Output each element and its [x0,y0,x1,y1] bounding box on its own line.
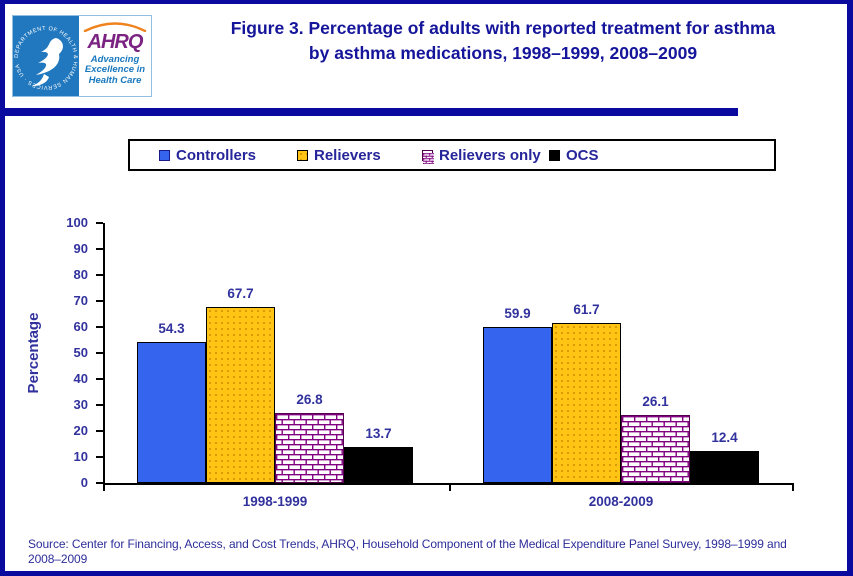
x-category-label-2008-2009: 2008-2009 [588,494,654,509]
legend-label-relievers: Relievers [314,146,381,164]
y-tick-label-90: 90 [73,241,88,256]
y-tick-label-40: 40 [73,371,88,386]
y-tick-label-20: 20 [73,423,88,438]
y-tick-label-30: 30 [73,397,88,412]
bar-controllers-2008-2009 [483,327,552,483]
bar-relievers-1998-1999 [206,306,275,483]
y-tick-label-70: 70 [73,293,88,308]
bar-chart: Percentage 0 10 20 30 40 50 60 70 80 90 100 54.3 67.… [5,4,847,571]
figure-title-line1: Figure 3. Percentage of adults with repo… [230,18,776,38]
value-label-ocs-2008-2009: 12.4 [711,429,738,445]
y-tick-label-50: 50 [73,345,88,360]
y-tick-label-60: 60 [73,319,88,334]
value-label-relievers-only-2008-2009: 26.1 [642,394,669,410]
legend-swatch-controllers [159,149,170,161]
figure-title: Figure 3. Percentage of adults with repo… [165,16,841,65]
x-axis-line [103,483,794,485]
legend-item-controllers: Controllers [159,141,256,169]
legend-swatch-relievers-only [422,149,434,164]
y-tick-mark-70 [96,300,103,302]
y-tick-mark-50 [96,352,103,354]
ahrq-arc-icon [83,22,147,32]
chart-legend: Controllers Relievers Relievers only OCS [128,139,776,171]
x-tick-mark-2 [792,485,794,491]
bar-ocs-2008-2009 [690,450,759,483]
bar-ocs-1998-1999 [344,447,413,483]
y-tick-label-100: 100 [66,215,88,230]
ahrq-logo: AHRQ Advancing Excellence in Health Care [79,16,151,96]
y-tick-mark-30 [96,404,103,406]
y-axis-line [103,223,105,485]
y-tick-label-0: 0 [80,475,88,490]
bar-relievers-2008-2009 [552,322,621,483]
value-label-relievers-2008-2009: 61.7 [573,301,600,317]
y-tick-mark-60 [96,326,103,328]
legend-swatch-relievers [297,149,308,161]
x-category-label-1998-1999: 1998-1999 [242,494,308,509]
legend-label-controllers: Controllers [176,146,257,164]
y-tick-mark-90 [96,248,103,250]
bar-relievers-only-1998-1999 [275,413,344,483]
value-label-relievers-1998-1999: 67.7 [227,285,254,301]
y-tick-label-80: 80 [73,267,88,282]
ahrq-tagline: Advancing Excellence in Health Care [84,54,146,86]
divider-rule [5,108,738,116]
bar-controllers-1998-1999 [137,341,206,483]
legend-item-ocs: OCS [549,141,599,169]
legend-swatch-ocs [549,149,560,161]
figure-title-line2: by asthma medications, 1998–1999, 2008–2… [308,42,698,63]
y-tick-mark-20 [96,430,103,432]
hhs-seal-icon: DEPARTMENT OF HEALTH & HUMAN SERVICES · … [13,16,79,96]
ahrq-hhs-logo: DEPARTMENT OF HEALTH & HUMAN SERVICES · … [12,15,152,97]
header: DEPARTMENT OF HEALTH & HUMAN SERVICES · … [5,4,847,108]
value-label-ocs-1998-1999: 13.7 [365,426,392,442]
source-note: Source: Center for Financing, Access, an… [28,537,787,567]
x-tick-mark-1 [449,485,451,491]
legend-label-ocs: OCS [566,146,599,164]
value-label-controllers-2008-2009: 59.9 [504,306,531,322]
x-tick-mark-0 [103,485,105,491]
y-tick-mark-40 [96,378,103,380]
ahrq-acronym: AHRQ [87,31,144,53]
y-tick-mark-10 [96,456,103,458]
y-tick-mark-100 [96,222,103,224]
value-label-relievers-only-1998-1999: 26.8 [296,392,323,408]
y-axis-title: Percentage [25,312,42,394]
bar-relievers-only-2008-2009 [621,415,690,483]
y-tick-mark-80 [96,274,103,276]
value-label-controllers-1998-1999: 54.3 [158,320,185,336]
legend-label-relievers-only: Relievers only [439,146,541,164]
y-tick-label-10: 10 [73,449,88,464]
legend-item-relievers: Relievers [297,141,381,169]
legend-item-relievers-only: Relievers only [422,141,541,169]
y-tick-mark-0 [96,482,103,484]
